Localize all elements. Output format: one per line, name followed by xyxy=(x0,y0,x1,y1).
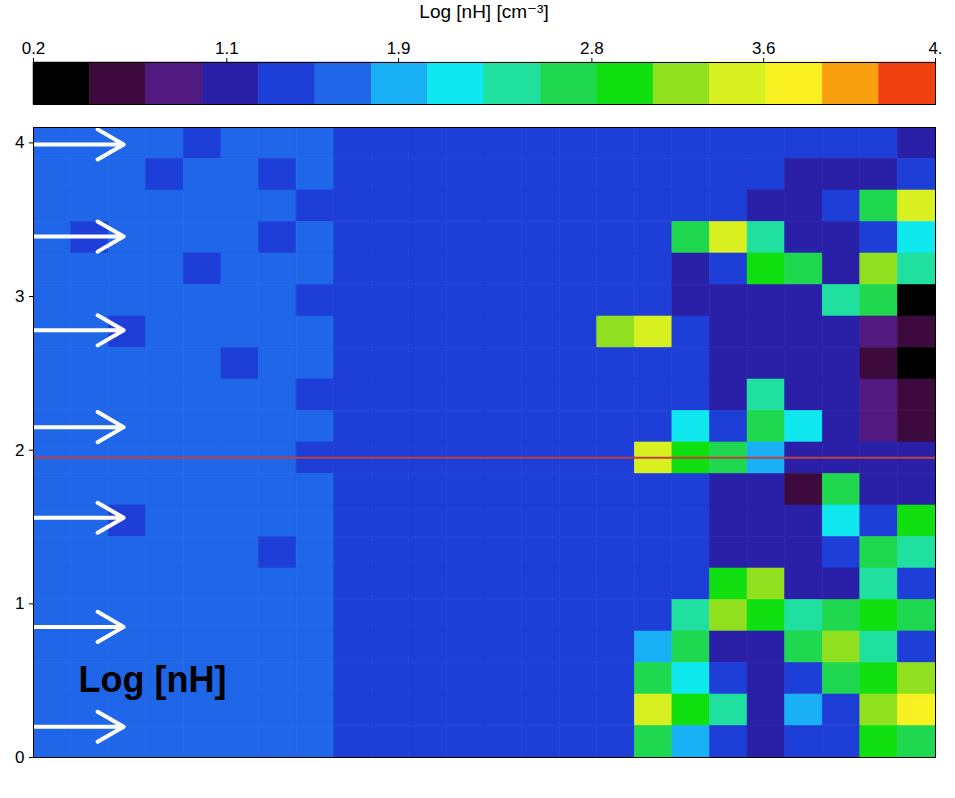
svg-text:1: 1 xyxy=(15,594,24,613)
svg-text:4.: 4. xyxy=(928,39,942,58)
svg-text:Log [nH]: Log [nH] xyxy=(79,659,227,700)
svg-text:2: 2 xyxy=(15,441,24,460)
html-text:Log [nH] [cm⁻³]: Log [nH] [cm⁻³] xyxy=(419,1,549,22)
svg-text:4: 4 xyxy=(15,133,24,152)
svg-text:1.9: 1.9 xyxy=(387,39,411,58)
svg-text:0.2: 0.2 xyxy=(22,39,46,58)
svg-text:1.1: 1.1 xyxy=(215,39,239,58)
svg-text:3: 3 xyxy=(15,287,24,306)
svg-text:2.8: 2.8 xyxy=(580,39,604,58)
svg-text:0: 0 xyxy=(15,748,24,767)
svg-text:3.6: 3.6 xyxy=(752,39,776,58)
